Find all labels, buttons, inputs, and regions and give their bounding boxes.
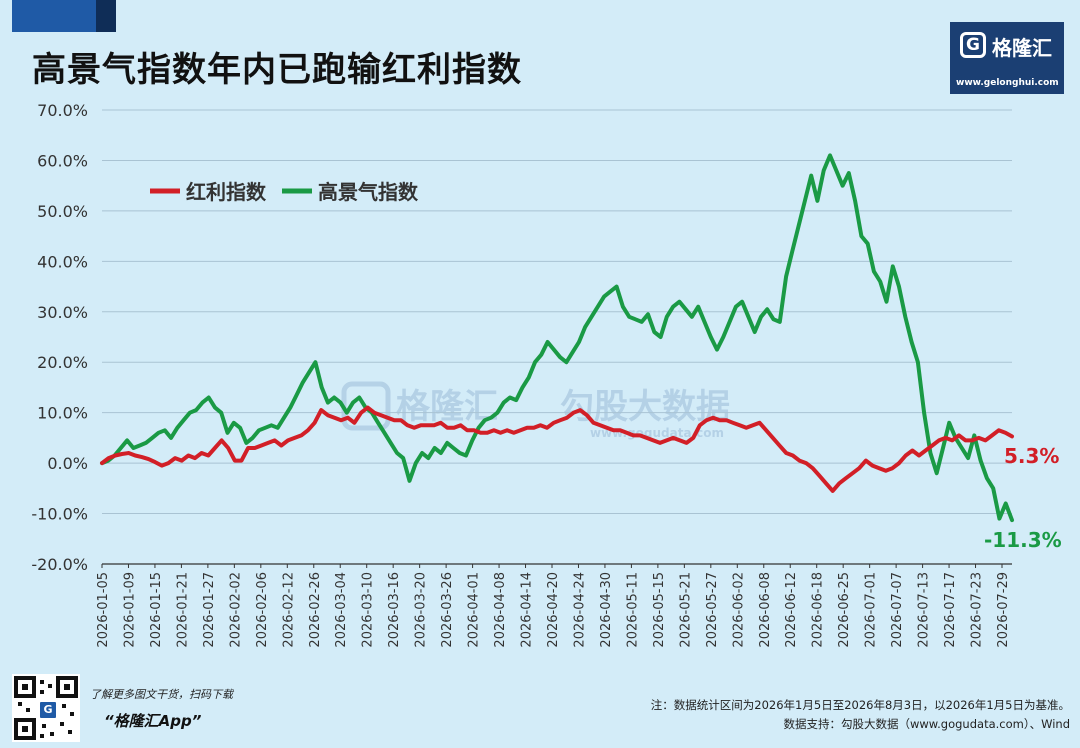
x-tick-label: 2026-04-14 xyxy=(520,572,535,648)
qr-pattern xyxy=(14,676,78,740)
legend-label-green: 高景气指数 xyxy=(318,180,419,204)
brand-mark-icon: G xyxy=(960,32,986,58)
watermark-product: 勾股大数据 xyxy=(560,387,730,427)
end-label-green: -11.3% xyxy=(984,528,1062,552)
series-line-green xyxy=(100,153,1014,523)
x-tick-label: 2026-06-12 xyxy=(784,572,799,648)
x-tick-label: 2026-03-16 xyxy=(387,572,402,648)
x-tick-label: 2026-07-01 xyxy=(864,572,879,648)
x-axis: 2026-01-05 2026-01-09 2026-01-15 2026-01-21… xyxy=(96,564,1011,648)
y-tick-label: 50.0% xyxy=(37,202,88,221)
x-tick-label: 2026-06-02 xyxy=(731,572,746,648)
x-tick-label: 2026-02-26 xyxy=(308,572,323,648)
y-tick-label: 60.0% xyxy=(37,151,88,170)
promo-app: “格隆汇App” xyxy=(104,712,202,730)
y-tick-label: 20.0% xyxy=(37,353,88,372)
x-tick-label: 2026-01-21 xyxy=(175,572,190,648)
legend-label-red: 红利指数 xyxy=(186,180,267,204)
page-title: 高景气指数年内已跑输红利指数 xyxy=(32,50,522,90)
x-tick-label: 2026-02-02 xyxy=(228,572,243,648)
y-tick-label: -10.0% xyxy=(31,505,88,524)
x-tick-label: 2026-01-09 xyxy=(122,572,137,648)
x-tick-label: 2026-07-07 xyxy=(890,572,905,648)
x-tick-label: 2026-03-26 xyxy=(440,572,455,648)
grid xyxy=(102,109,1012,565)
x-tick-label: 2026-02-06 xyxy=(255,572,270,648)
qr-logo-icon: G xyxy=(38,700,58,720)
x-tick-label: 2026-05-11 xyxy=(625,572,640,648)
top-accent-bar xyxy=(12,0,96,32)
y-tick-label: 0.0% xyxy=(47,454,88,473)
legend: 红利指数 高景气指数 xyxy=(150,180,419,204)
x-tick-label: 2026-06-18 xyxy=(811,572,826,648)
x-tick-label: 2026-07-13 xyxy=(917,572,932,648)
x-tick-label: 2026-03-04 xyxy=(334,572,349,648)
x-tick-label: 2026-04-08 xyxy=(493,572,508,648)
x-tick-label: 2026-04-20 xyxy=(546,572,561,648)
top-accent-bar-dark xyxy=(96,0,116,32)
promo-line: 了解更多图文干货，扫码下载 xyxy=(90,688,233,701)
y-tick-label: 70.0% xyxy=(37,101,88,120)
x-tick-label: 2026-04-24 xyxy=(572,572,587,648)
x-tick-label: 2026-07-17 xyxy=(943,572,958,648)
brand-url: www.gelonghui.com xyxy=(956,78,1059,88)
watermark: 格隆汇 勾股大数据 www.gogudata.com xyxy=(341,381,730,440)
x-tick-label: 2026-06-25 xyxy=(837,572,852,648)
footnote: 注：数据统计区间为2026年1月5日至2026年8月3日，以2026年1月5日为… xyxy=(650,698,1070,712)
y-tick-label: 40.0% xyxy=(37,252,88,271)
line-chart: 格隆汇 勾股大数据 www.gogudata.com -20.0% -10.0% 0… xyxy=(31,101,1062,648)
x-tick-label: 2026-04-01 xyxy=(467,572,482,648)
x-tick-label: 2026-05-27 xyxy=(705,572,720,648)
x-tick-label: 2026-04-30 xyxy=(599,572,614,648)
x-tick-label: 2026-07-23 xyxy=(970,572,985,648)
y-axis: -20.0% -10.0% 0.0% 10.0% 20.0% 30.0% 40.0% 50.0… xyxy=(31,101,88,574)
x-tick-label: 2026-01-15 xyxy=(149,572,164,648)
x-tick-label: 2026-03-10 xyxy=(361,572,376,648)
brand-logo: G 格隆汇 www.gelonghui.com xyxy=(950,22,1064,94)
watermark-brand: 格隆汇 xyxy=(396,387,498,427)
series-lines xyxy=(100,153,1014,523)
brand-name: 格隆汇 xyxy=(992,36,1052,60)
data-source: 数据支持：勾股大数据（www.gogudata.com）、Wind xyxy=(783,717,1070,731)
x-tick-label: 2026-01-27 xyxy=(202,572,217,648)
x-tick-label: 2026-05-21 xyxy=(678,572,693,648)
series-line-red xyxy=(100,405,1014,493)
qr-code[interactable]: G xyxy=(12,674,80,742)
x-tick-label: 2026-01-05 xyxy=(96,572,111,648)
y-tick-label: 30.0% xyxy=(37,303,88,322)
x-tick-label: 2026-07-29 xyxy=(996,572,1011,648)
x-tick-label: 2026-02-12 xyxy=(281,572,296,648)
x-tick-label: 2026-06-08 xyxy=(758,572,773,648)
x-tick-label: 2026-05-15 xyxy=(652,572,667,648)
x-tick-label: 2026-03-20 xyxy=(414,572,429,648)
y-tick-label: 10.0% xyxy=(37,404,88,423)
y-tick-label: -20.0% xyxy=(31,555,88,574)
end-label-red: 5.3% xyxy=(1004,444,1059,468)
